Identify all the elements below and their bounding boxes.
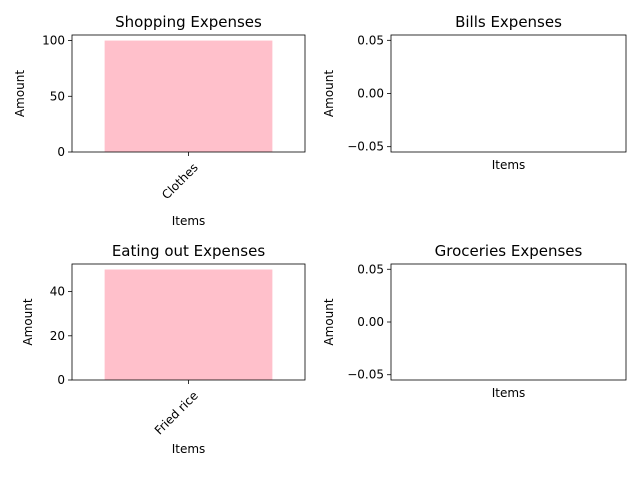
y-axis-label: Amount	[21, 298, 35, 345]
y-tick-label: 0.00	[357, 87, 384, 101]
y-tick-label: 50	[50, 89, 65, 103]
y-axis-label: Amount	[13, 70, 27, 117]
x-axis-label: Items	[172, 214, 206, 228]
y-axis-label: Amount	[322, 298, 336, 345]
y-tick-label: 0	[57, 145, 65, 159]
bar-fried-rice	[104, 269, 273, 380]
chart-title: Bills Expenses	[455, 13, 562, 31]
axes-frame	[71, 34, 306, 153]
chart-title: Eating out Expenses	[112, 242, 266, 260]
y-tick-label: 40	[50, 285, 65, 299]
y-tick-label: 0	[57, 373, 65, 387]
subplot-1: Clothes 0 50 100 Shopping Expenses Items Amoun…	[13, 13, 306, 228]
subplot-2: −0.05 0.00 0.05 Bills Expenses Items Amount	[322, 13, 627, 172]
y-tick-label: 0.05	[357, 33, 384, 47]
y-tick-label: 20	[50, 329, 65, 343]
chart-title: Groceries Expenses	[435, 242, 583, 260]
axes-frame	[390, 34, 627, 153]
y-tick-label: −0.05	[347, 368, 384, 382]
chart-title: Shopping Expenses	[115, 13, 262, 31]
y-axis-label: Amount	[322, 70, 336, 117]
y-tick-label: 100	[42, 34, 65, 48]
x-axis-label: Items	[492, 386, 526, 400]
y-tick-label: 0.00	[357, 315, 384, 329]
x-tick-label: Fried rice	[152, 388, 201, 437]
bar-clothes	[104, 40, 273, 153]
subplot-3: Fried rice 0 20 40 Eating out Expenses Items A…	[21, 242, 306, 456]
x-axis-label: Items	[492, 158, 526, 172]
axes-frame	[390, 263, 627, 381]
y-tick-label: 0.05	[357, 262, 384, 276]
subplot-4: −0.05 0.00 0.05 Groceries Expenses Items Amou…	[322, 242, 627, 400]
x-tick-label: Clothes	[159, 160, 201, 202]
x-axis-label: Items	[172, 442, 206, 456]
y-tick-label: −0.05	[347, 140, 384, 154]
axes-frame	[71, 263, 306, 381]
